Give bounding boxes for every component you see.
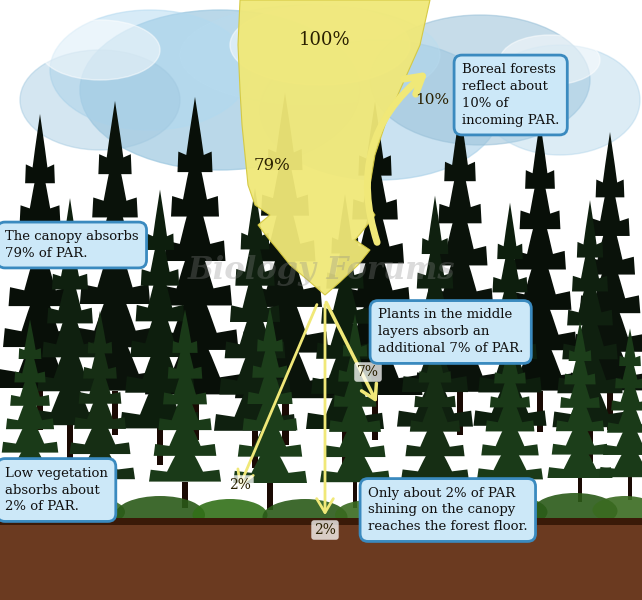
Polygon shape [397, 368, 473, 427]
Ellipse shape [20, 50, 180, 150]
Polygon shape [171, 142, 219, 217]
Polygon shape [474, 370, 546, 426]
Polygon shape [575, 286, 642, 352]
Polygon shape [503, 282, 577, 350]
Ellipse shape [473, 496, 548, 528]
Polygon shape [67, 317, 162, 391]
Polygon shape [331, 194, 359, 253]
Polygon shape [329, 389, 381, 432]
Polygon shape [321, 264, 369, 323]
Polygon shape [326, 229, 364, 289]
Polygon shape [47, 266, 93, 323]
Polygon shape [492, 236, 528, 292]
Polygon shape [135, 261, 184, 322]
Ellipse shape [500, 35, 600, 85]
Polygon shape [191, 394, 198, 440]
Polygon shape [498, 322, 582, 391]
Polygon shape [519, 161, 560, 229]
Polygon shape [261, 139, 309, 215]
Polygon shape [130, 296, 189, 357]
Polygon shape [562, 302, 618, 359]
Polygon shape [214, 370, 296, 431]
Polygon shape [423, 316, 447, 358]
Polygon shape [98, 101, 132, 174]
Polygon shape [6, 389, 54, 429]
Polygon shape [8, 237, 71, 306]
Polygon shape [401, 439, 469, 481]
Polygon shape [79, 361, 121, 404]
Polygon shape [158, 230, 232, 305]
Polygon shape [10, 366, 50, 406]
Polygon shape [247, 359, 293, 404]
Polygon shape [343, 314, 367, 356]
Polygon shape [65, 437, 135, 479]
Polygon shape [74, 386, 126, 429]
Polygon shape [0, 436, 62, 476]
Polygon shape [427, 236, 493, 308]
Polygon shape [603, 418, 642, 455]
Polygon shape [557, 336, 623, 393]
Polygon shape [422, 196, 448, 254]
Polygon shape [525, 121, 555, 189]
Polygon shape [14, 343, 46, 382]
Polygon shape [316, 299, 374, 359]
Polygon shape [236, 224, 275, 286]
Ellipse shape [230, 5, 410, 85]
Ellipse shape [263, 499, 347, 535]
Text: Biology Forums: Biology Forums [187, 254, 455, 286]
Polygon shape [478, 336, 542, 392]
Polygon shape [152, 275, 238, 350]
Polygon shape [508, 242, 571, 310]
Text: 2%: 2% [314, 523, 336, 537]
Polygon shape [615, 350, 642, 388]
Polygon shape [3, 278, 77, 347]
FancyArrowPatch shape [326, 302, 376, 400]
Polygon shape [607, 391, 613, 430]
Polygon shape [340, 233, 410, 307]
Text: The canopy absorbs
79% of PAR.: The canopy absorbs 79% of PAR. [5, 230, 139, 260]
Polygon shape [92, 144, 138, 217]
Polygon shape [241, 275, 329, 353]
Polygon shape [569, 325, 642, 391]
Polygon shape [599, 440, 642, 477]
Polygon shape [494, 343, 526, 383]
Polygon shape [580, 248, 640, 313]
Polygon shape [177, 97, 213, 172]
Polygon shape [112, 391, 118, 435]
Text: 79%: 79% [254, 157, 290, 173]
Polygon shape [507, 426, 512, 460]
Ellipse shape [593, 496, 642, 524]
Polygon shape [220, 333, 291, 395]
Polygon shape [238, 0, 430, 295]
Polygon shape [577, 200, 603, 257]
Polygon shape [628, 477, 632, 500]
Polygon shape [334, 364, 376, 407]
Polygon shape [125, 332, 195, 393]
Polygon shape [596, 132, 625, 197]
Polygon shape [551, 415, 608, 455]
Polygon shape [569, 322, 591, 361]
Polygon shape [52, 232, 88, 289]
Polygon shape [419, 341, 451, 383]
Polygon shape [320, 440, 390, 482]
Ellipse shape [480, 45, 640, 155]
Polygon shape [421, 278, 499, 350]
Ellipse shape [370, 15, 590, 145]
Text: Boreal forests
reflect about
10% of
incoming PAR.: Boreal forests reflect about 10% of inco… [462, 63, 559, 127]
Polygon shape [334, 277, 416, 351]
Polygon shape [342, 429, 348, 465]
Text: 10%: 10% [415, 93, 449, 107]
Text: Low vegetation
absorbs about
2% of PAR.: Low vegetation absorbs about 2% of PAR. [5, 467, 108, 514]
Polygon shape [182, 482, 187, 508]
Ellipse shape [335, 500, 405, 530]
Polygon shape [417, 230, 453, 289]
Polygon shape [432, 427, 438, 462]
Polygon shape [537, 391, 543, 432]
Polygon shape [235, 321, 335, 398]
Polygon shape [2, 413, 58, 452]
Polygon shape [268, 93, 302, 170]
Polygon shape [14, 196, 66, 265]
Polygon shape [611, 373, 642, 410]
Polygon shape [414, 365, 456, 407]
